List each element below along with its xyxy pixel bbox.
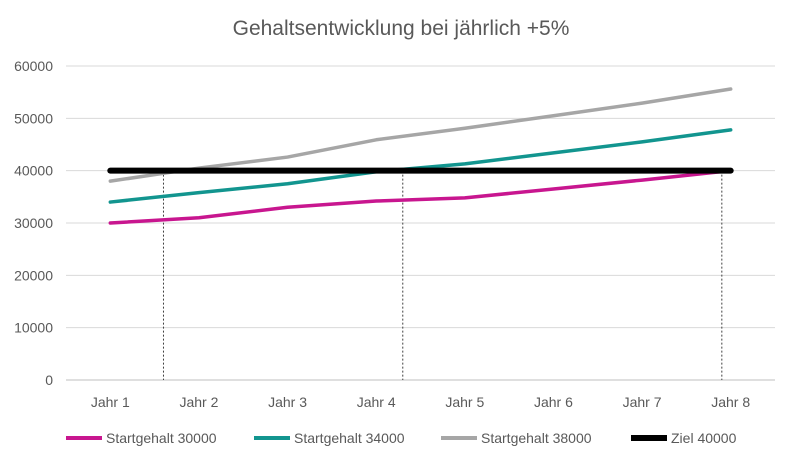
y-tick-label: 50000 [14, 110, 53, 126]
x-tick-label: Jahr 7 [623, 394, 662, 410]
y-tick-label: 20000 [14, 267, 53, 283]
x-tick-label: Jahr 3 [268, 394, 307, 410]
y-tick-label: 0 [45, 372, 53, 388]
legend-label: Ziel 40000 [671, 430, 737, 446]
legend-label: Startgehalt 38000 [481, 430, 592, 446]
y-tick-label: 60000 [14, 58, 53, 74]
legend-label: Startgehalt 30000 [106, 430, 217, 446]
y-axis-ticks: 0 10000 20000 30000 40000 50000 60000 [14, 58, 53, 388]
gridlines [66, 65, 775, 381]
chart-title: Gehaltsentwicklung bei jährlich +5% [233, 17, 570, 40]
x-axis-ticks: Jahr 1 Jahr 2 Jahr 3 Jahr 4 Jahr 5 Jahr 6 Jahr… [91, 394, 750, 410]
y-tick-label: 10000 [14, 320, 53, 336]
x-tick-label: Jahr 4 [357, 394, 396, 410]
legend-label: Startgehalt 34000 [294, 430, 405, 446]
x-tick-label: Jahr 5 [445, 394, 484, 410]
series-line [108, 168, 733, 225]
x-tick-label: Jahr 1 [91, 394, 130, 410]
series-line [108, 87, 733, 183]
x-tick-label: Jahr 6 [534, 394, 573, 410]
target-drop-lines [162, 170, 723, 380]
legend: Startgehalt 30000 Startgehalt 34000 Startg… [66, 430, 737, 446]
x-tick-label: Jahr 2 [179, 394, 218, 410]
y-tick-label: 40000 [14, 163, 53, 179]
x-tick-label: Jahr 8 [711, 394, 750, 410]
series-lines [107, 87, 734, 225]
y-tick-label: 30000 [14, 215, 53, 231]
